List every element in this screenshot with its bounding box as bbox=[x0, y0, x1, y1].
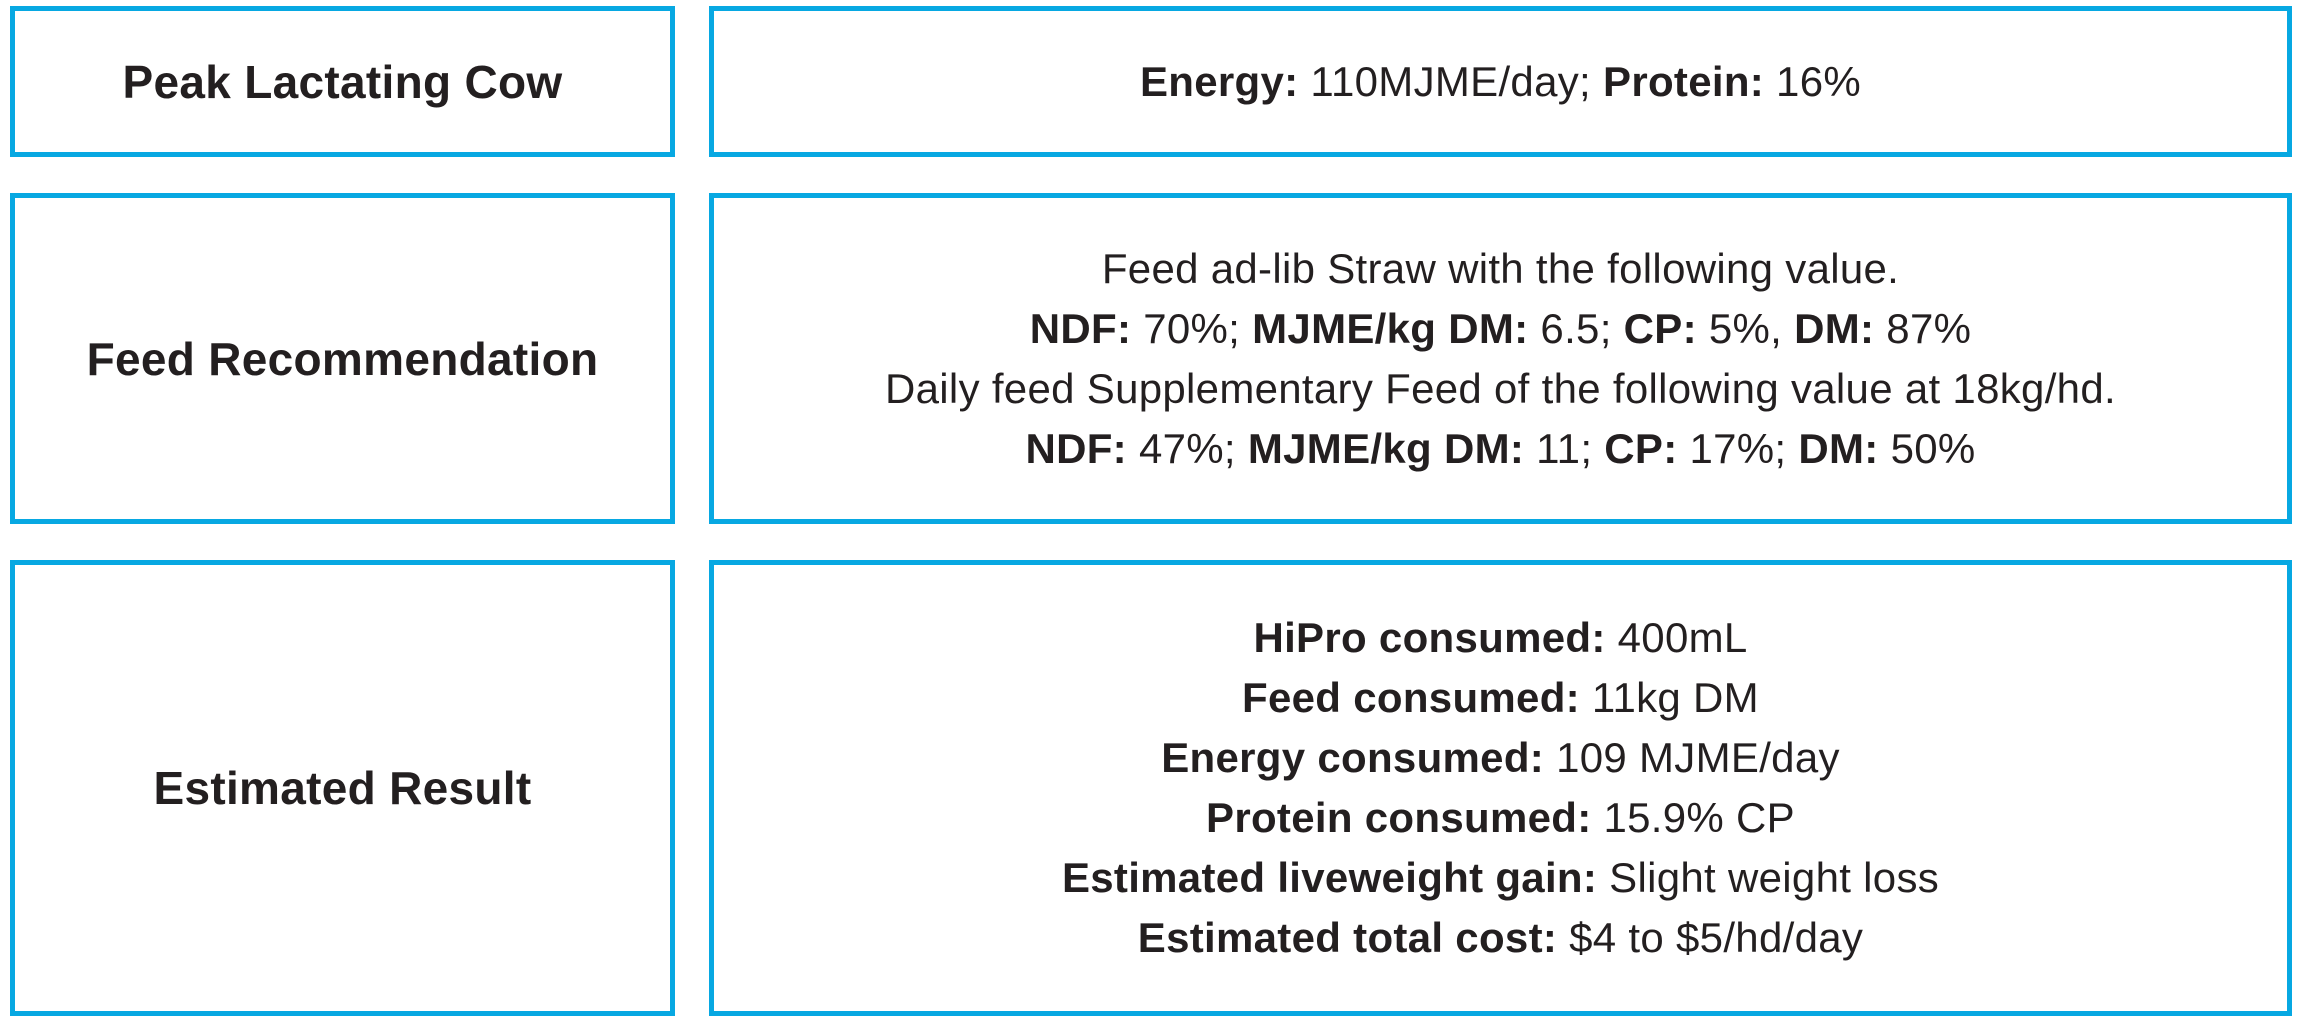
total-cost-label: Estimated total cost: bbox=[1137, 914, 1558, 961]
dm-value: 87% bbox=[1874, 304, 1972, 352]
total-cost-line: Estimated total cost: $4 to $5/hd/day bbox=[1138, 908, 1863, 968]
energy-value: 110MJME/day; bbox=[1298, 57, 1603, 105]
row-label-feed-recommendation: Feed Recommendation bbox=[10, 193, 675, 524]
energy-consumed-value: 109 MJME/day bbox=[1544, 734, 1840, 781]
hipro-consumed-label: HiPro consumed: bbox=[1253, 614, 1606, 661]
energy-consumed-label: Energy consumed: bbox=[1161, 734, 1545, 781]
hipro-consumed-line: HiPro consumed: 400mL bbox=[1253, 608, 1747, 668]
cp-label: CP: bbox=[1604, 424, 1678, 472]
mjme-value: 11; bbox=[1524, 424, 1605, 472]
requirements-line: Energy: 110MJME/day; Protein: 16% bbox=[1140, 52, 1861, 112]
supplement-values-line: NDF: 47%; MJME/kg DM: 11; CP: 17%; DM: 5… bbox=[1025, 419, 1975, 479]
liveweight-gain-value: Slight weight loss bbox=[1597, 854, 1940, 901]
energy-label: Energy: bbox=[1139, 57, 1299, 105]
row-label-text: Feed Recommendation bbox=[86, 332, 599, 385]
mjme-label: MJME/kg DM: bbox=[1252, 304, 1529, 352]
feed-consumed-line: Feed consumed: 11kg DM bbox=[1242, 668, 1759, 728]
row-content-feed-recommendation: Feed ad-lib Straw with the following val… bbox=[709, 193, 2292, 524]
dm-label: DM: bbox=[1798, 424, 1879, 472]
straw-values-line: NDF: 70%; MJME/kg DM: 6.5; CP: 5%, DM: 8… bbox=[1030, 299, 1972, 359]
ndf-value: 47%; bbox=[1126, 424, 1248, 472]
total-cost-value: $4 to $5/hd/day bbox=[1557, 914, 1864, 961]
cp-value: 5%, bbox=[1696, 304, 1795, 352]
hipro-consumed-value: 400mL bbox=[1605, 614, 1748, 661]
supplement-intro-line: Daily feed Supplementary Feed of the fol… bbox=[885, 364, 2116, 412]
ndf-value: 70%; bbox=[1131, 304, 1253, 352]
dm-value: 50% bbox=[1878, 424, 1976, 472]
protein-value: 16% bbox=[1764, 57, 1862, 105]
protein-consumed-value: 15.9% CP bbox=[1591, 794, 1795, 841]
energy-consumed-line: Energy consumed: 109 MJME/day bbox=[1161, 728, 1840, 788]
ndf-label: NDF: bbox=[1025, 424, 1127, 472]
ndf-label: NDF: bbox=[1029, 304, 1132, 352]
cp-value: 17%; bbox=[1677, 424, 1799, 472]
straw-intro-line: Feed ad-lib Straw with the following val… bbox=[1101, 244, 1900, 292]
liveweight-gain-label: Estimated liveweight gain: bbox=[1061, 854, 1598, 901]
protein-label: Protein: bbox=[1603, 57, 1765, 105]
row-content-estimated-result: HiPro consumed: 400mL Feed consumed: 11k… bbox=[709, 560, 2292, 1016]
row-label-estimated-result: Estimated Result bbox=[10, 560, 675, 1016]
cp-label: CP: bbox=[1623, 304, 1697, 352]
mjme-label: MJME/kg DM: bbox=[1247, 424, 1525, 472]
row-label-text: Estimated Result bbox=[153, 762, 532, 814]
row-content-peak-lactating-cow: Energy: 110MJME/day; Protein: 16% bbox=[709, 6, 2292, 157]
feed-consumed-value: 11kg DM bbox=[1579, 674, 1759, 721]
liveweight-gain-line: Estimated liveweight gain: Slight weight… bbox=[1062, 848, 1939, 908]
feed-consumed-label: Feed consumed: bbox=[1242, 674, 1580, 721]
mjme-value: 6.5; bbox=[1528, 304, 1624, 352]
protein-consumed-line: Protein consumed: 15.9% CP bbox=[1206, 788, 1795, 848]
row-label-text: Peak Lactating Cow bbox=[122, 55, 563, 108]
protein-consumed-label: Protein consumed: bbox=[1206, 794, 1592, 841]
dm-label: DM: bbox=[1794, 304, 1875, 352]
row-label-peak-lactating-cow: Peak Lactating Cow bbox=[10, 6, 675, 157]
